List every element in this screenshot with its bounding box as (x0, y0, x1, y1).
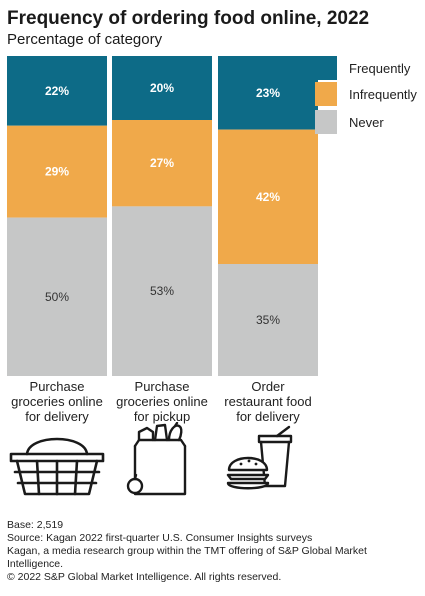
category-label-3-line-1: Order (251, 379, 285, 394)
legend-item-never: Never (315, 109, 384, 135)
data-label-infrequently-3: 42% (256, 190, 280, 204)
category-label-1-line-1: Purchase (29, 379, 85, 394)
bar-segment-infrequently-1 (7, 125, 107, 218)
legend-item-infrequently: Infrequently (315, 81, 417, 107)
bar-segment-never-2 (112, 206, 212, 376)
grocery-bag-icon (125, 421, 195, 503)
data-label-frequently-3: 23% (256, 86, 280, 100)
bar-segment-frequently-2 (112, 56, 212, 120)
category-label-2-line-2: groceries online (116, 394, 208, 409)
footer-copyright: © 2022 S&P Global Market Intelligence. A… (7, 571, 282, 583)
legend-label-infrequently: Infrequently (349, 86, 417, 102)
chart-subtitle: Percentage of category (7, 31, 163, 48)
category-label-2-line-3: for pickup (133, 409, 191, 424)
footer-note-line2: Intelligence. (7, 558, 64, 570)
bar-segment-frequently-3 (218, 56, 318, 130)
data-label-never-1: 50% (45, 290, 69, 304)
category-label-3: Order restaurant food for delivery (218, 379, 318, 424)
footer-base: Base: 2,519 (7, 519, 64, 531)
bar-segment-infrequently-2 (112, 120, 212, 207)
data-label-frequently-2: 20% (150, 81, 174, 95)
shopping-basket-icon (7, 428, 107, 503)
category-label-1-line-3: for delivery (25, 409, 89, 424)
legend-swatch-never (315, 110, 337, 134)
legend-label-frequently: Frequently (349, 60, 411, 76)
chart-title: Frequency of ordering food online, 2022 (7, 8, 370, 29)
legend-item-frequently: Frequently (315, 55, 410, 81)
bar-segment-never-1 (7, 217, 107, 376)
category-label-3-line-3: for delivery (236, 409, 300, 424)
data-label-never-3: 35% (256, 313, 280, 327)
bar-segment-never-3 (218, 264, 318, 376)
category-label-1-line-2: groceries online (11, 394, 103, 409)
category-label-3-line-2: restaurant food (224, 394, 312, 409)
stacked-bar-chart: 22% 29% 50% 20% 27% 53% 23% 42% 35% (7, 56, 318, 376)
legend-swatch-frequently (315, 56, 337, 80)
category-label-2-line-1: Purchase (134, 379, 190, 394)
data-label-frequently-1: 22% (45, 84, 69, 98)
legend-label-never: Never (349, 114, 384, 130)
footer-note-line1: Kagan, a media research group within the… (7, 545, 367, 557)
category-label-2: Purchase groceries online for pickup (112, 379, 212, 424)
burger-and-drink-icon (225, 424, 297, 501)
data-label-infrequently-1: 29% (45, 165, 69, 179)
legend-swatch-infrequently (315, 82, 337, 106)
footer-notes: Base: 2,519 Source: Kagan 2022 first-qua… (7, 519, 417, 584)
bar-segment-frequently-1 (7, 56, 107, 126)
data-label-never-2: 53% (150, 284, 174, 298)
bar-segment-infrequently-3 (218, 129, 318, 264)
category-label-1: Purchase groceries online for delivery (7, 379, 107, 424)
footer-source: Source: Kagan 2022 first-quarter U.S. Co… (7, 532, 313, 544)
data-label-infrequently-2: 27% (150, 156, 174, 170)
